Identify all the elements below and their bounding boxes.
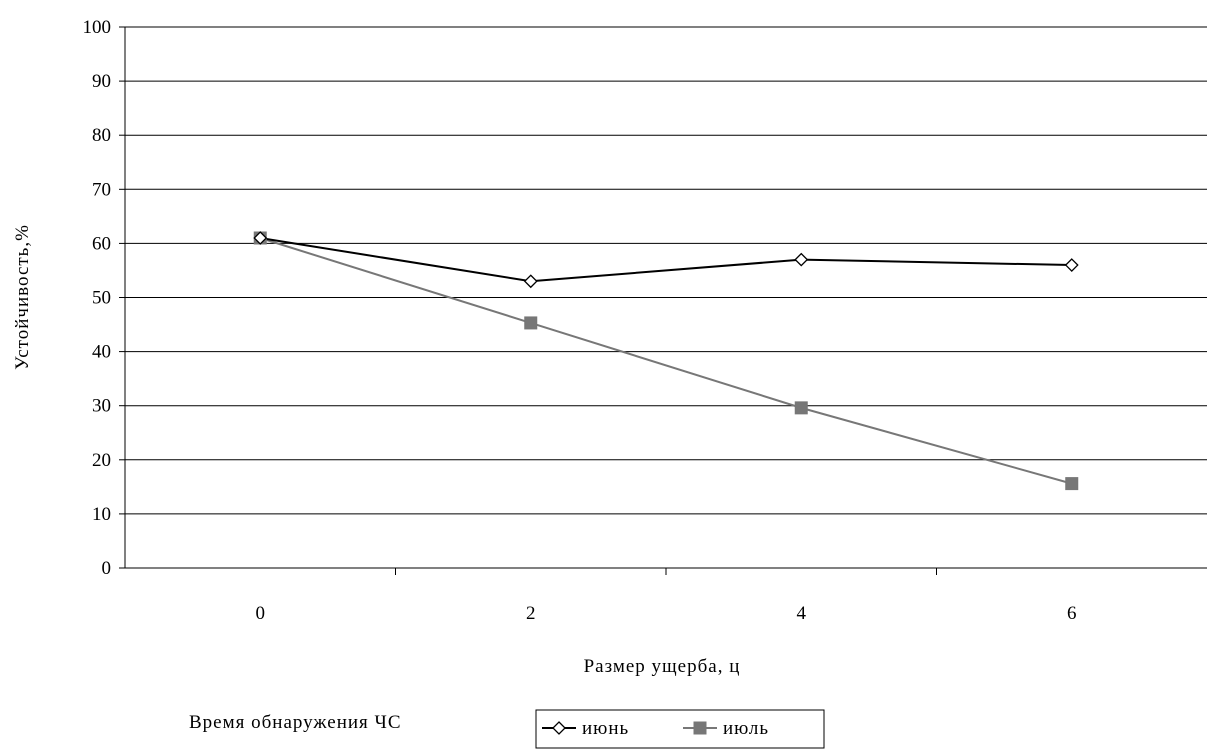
legend-marker-июнь	[552, 721, 566, 735]
data-point-июнь-0	[253, 231, 268, 245]
y-tick-label: 80	[92, 125, 111, 146]
data-point-июнь-6	[1064, 258, 1079, 272]
series-layer	[253, 231, 1079, 491]
x-tick-label: 2	[526, 603, 536, 624]
legend-label: июнь	[582, 718, 629, 739]
y-tick-label: 70	[92, 179, 111, 200]
y-axis-title: Устойчивость,%	[12, 224, 33, 370]
legend-items: июнь июль	[542, 718, 769, 739]
legend-title: Время обнаружения ЧС	[189, 712, 402, 733]
y-tick-label: 90	[92, 71, 111, 92]
y-tick-label: 50	[92, 288, 111, 309]
x-axis-title: Размер ущерба, ц	[584, 656, 741, 677]
y-tick-label: 30	[92, 396, 111, 417]
series-июль	[259, 237, 1073, 485]
x-tick-labels: 0 2 4 6	[256, 603, 1077, 624]
x-tick-label: 6	[1067, 603, 1077, 624]
data-point-июнь-2	[523, 274, 538, 289]
y-tick-label: 100	[83, 17, 112, 38]
y-tick-labels: 0 10 20 30 40 50 60 70 80 90 100	[83, 17, 112, 579]
y-tick-label: 0	[102, 558, 112, 579]
data-point-июнь-4	[794, 252, 809, 267]
data-point-июль-4	[794, 401, 808, 415]
gridlines	[125, 26, 1207, 515]
series-points-июнь	[253, 231, 1079, 289]
y-tick-label: 10	[92, 504, 111, 525]
x-tick-label: 4	[797, 603, 807, 624]
series-июнь	[260, 237, 1072, 283]
legend-marker-июль	[693, 721, 707, 735]
series-line-июнь	[260, 237, 1072, 283]
x-tick-label: 0	[256, 603, 266, 624]
y-tick-label: 40	[92, 342, 111, 363]
legend: Время обнаружения ЧС июнь июль	[189, 709, 825, 749]
axes	[119, 26, 1207, 575]
y-tick-label: 60	[92, 233, 111, 254]
data-point-июль-6	[1065, 477, 1079, 491]
legend-label: июль	[723, 718, 769, 739]
legend-box	[535, 709, 825, 749]
y-tick-label: 20	[92, 450, 111, 471]
data-point-июль-2	[524, 316, 538, 330]
series-line-июль	[259, 237, 1073, 485]
